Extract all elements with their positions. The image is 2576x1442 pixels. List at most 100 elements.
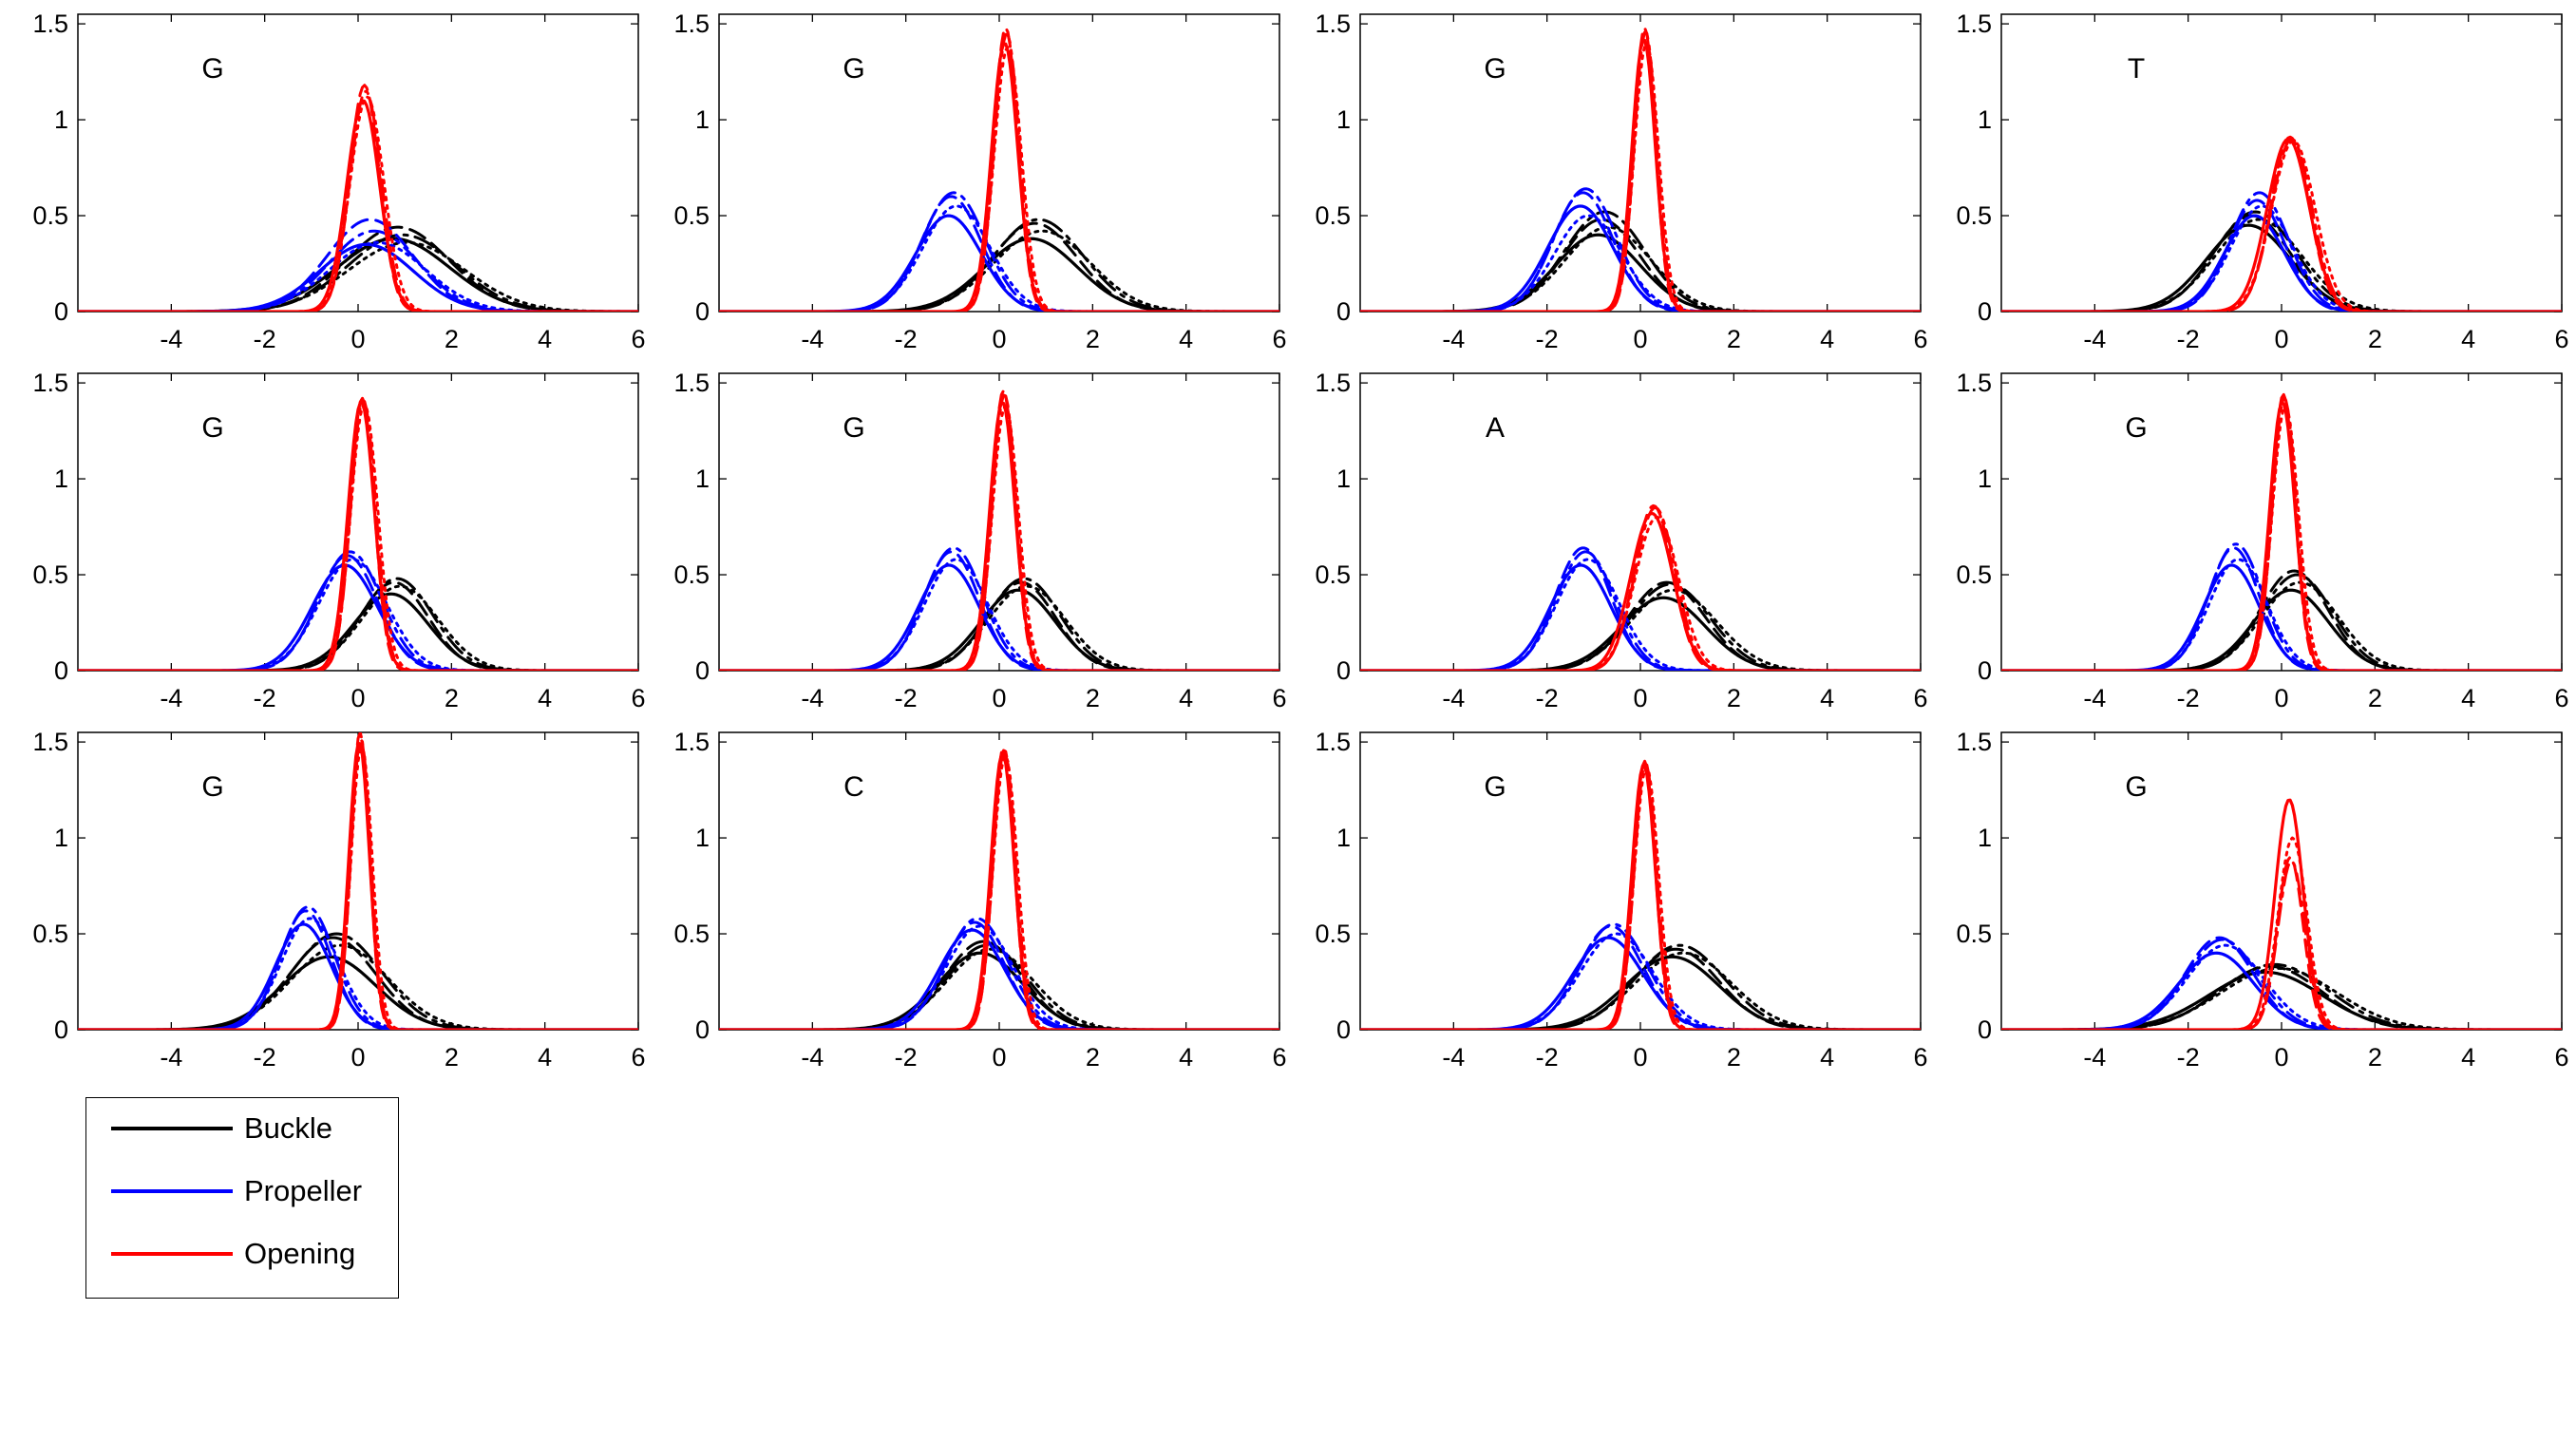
panel-2: -4 -2 0 2 4 6 0 0.5 1 1.5 G [673,9,1286,353]
legend-swatch-propeller [111,1189,233,1193]
y-tick-label: 1 [1978,105,1992,134]
y-tick-label: 1 [695,824,710,852]
x-tick-label: 4 [1820,684,1834,712]
y-tick-label: 1 [1978,824,1992,852]
series-line-opening-2 [1360,759,1921,1030]
series-line-opening-4 [78,745,638,1030]
series-line-buckle-3 [719,577,1279,671]
series-line-opening-3 [78,737,638,1030]
x-tick-label: 2 [445,325,459,353]
series-group [2001,392,2562,671]
x-tick-label: 0 [992,684,1006,712]
series-group [719,26,1279,312]
x-tick-label: -4 [2083,684,2106,712]
series-line-propeller-3 [2001,191,2562,312]
y-tick-label: 0 [695,1015,710,1044]
series-line-opening-3 [1360,505,1921,671]
panel-title: G [2125,412,2147,444]
x-tick-label: -4 [1442,1043,1465,1072]
x-tick-label: 2 [1086,684,1100,712]
x-tick-label: 6 [1913,1043,1927,1072]
y-tick-label: 1.5 [1956,9,1992,38]
series-line-propeller-4 [2001,204,2562,312]
panel-title: G [1484,771,1506,803]
panel-11: -4 -2 0 2 4 6 0 0.5 1 1.5 G [1315,728,1927,1072]
y-tick-label: 0.5 [32,201,68,230]
series-group [2001,798,2562,1030]
panel-title: G [843,412,864,444]
series-line-opening-4 [2001,140,2562,312]
series-line-propeller-2 [1360,924,1921,1030]
y-tick-label: 0 [54,1015,68,1044]
y-tick-label: 1.5 [673,728,710,756]
x-tick-label: -2 [2177,325,2200,353]
panel-title: T [2128,53,2145,85]
x-tick-label: -2 [1536,325,1559,353]
x-tick-label: -4 [160,325,182,353]
series-line-opening-2 [2001,135,2562,312]
x-tick-label: 4 [1820,325,1834,353]
x-tick-label: 4 [2461,325,2475,353]
panel-title: G [201,412,223,444]
series-line-buckle-1 [2001,588,2562,671]
y-tick-label: 0 [1978,656,1992,685]
panel-9: -4 -2 0 2 4 6 0 0.5 1 1.5 G [32,728,645,1072]
series-line-opening-1 [1360,764,1921,1030]
series-line-buckle-2 [2001,569,2562,671]
legend: Buckle Propeller Opening [85,1097,399,1299]
x-tick-label: 4 [1179,1043,1193,1072]
series-line-opening-2 [2001,392,2562,671]
panel-4: -4 -2 0 2 4 6 0 0.5 1 1.5 T [1956,9,2568,353]
y-tick-label: 1 [695,465,710,493]
x-tick-label: 0 [1633,684,1647,712]
series-group [2001,135,2562,312]
y-tick-label: 1 [54,824,68,852]
y-tick-label: 0 [1336,297,1351,326]
series-line-propeller-1 [78,563,638,671]
y-tick-label: 0.5 [1956,920,1992,948]
legend-item-propeller: Propeller [86,1163,398,1220]
y-tick-label: 1.5 [1956,369,1992,397]
series-line-propeller-4 [78,558,638,671]
y-tick-label: 0 [1336,656,1351,685]
series-line-opening-4 [78,402,638,671]
y-tick-label: 1 [1336,465,1351,493]
x-tick-label: 2 [1727,684,1741,712]
y-tick-label: 1 [695,105,710,134]
series-line-propeller-2 [2001,199,2562,312]
panel-title: A [1486,412,1505,444]
series-line-propeller-4 [719,924,1279,1030]
x-tick-label: 6 [631,325,645,353]
y-tick-label: 1.5 [1315,9,1351,38]
series-line-propeller-4 [2001,558,2562,671]
series-line-opening-4 [78,95,638,312]
legend-label-buckle: Buckle [244,1111,333,1145]
legend-label-opening: Opening [244,1237,356,1270]
series-line-opening-4 [1360,41,1921,312]
y-tick-label: 1 [1336,824,1351,852]
x-tick-label: 4 [1179,325,1193,353]
x-tick-label: 0 [2274,1043,2288,1072]
y-tick-label: 0 [1978,297,1992,326]
x-tick-label: 2 [1727,325,1741,353]
y-tick-label: 1.5 [1956,728,1992,756]
series-line-propeller-4 [719,558,1279,671]
x-tick-label: -2 [2177,684,2200,712]
x-tick-label: 6 [1913,684,1927,712]
y-tick-label: 0.5 [1315,920,1351,948]
axes-frame [77,731,639,1031]
x-tick-label: 4 [2461,684,2475,712]
y-tick-label: 1.5 [1315,728,1351,756]
y-tick-label: 0.5 [673,560,710,589]
panel-title: C [843,771,864,803]
series-line-opening-4 [1360,516,1921,671]
series-line-opening-3 [719,32,1279,312]
x-tick-label: -2 [254,325,276,353]
series-line-opening-2 [78,84,638,312]
series-group [1360,503,1921,671]
series-line-propeller-2 [78,909,638,1030]
series-group [78,396,638,671]
y-tick-label: 0 [695,297,710,326]
y-tick-label: 1 [1336,105,1351,134]
series-group [1360,759,1921,1030]
